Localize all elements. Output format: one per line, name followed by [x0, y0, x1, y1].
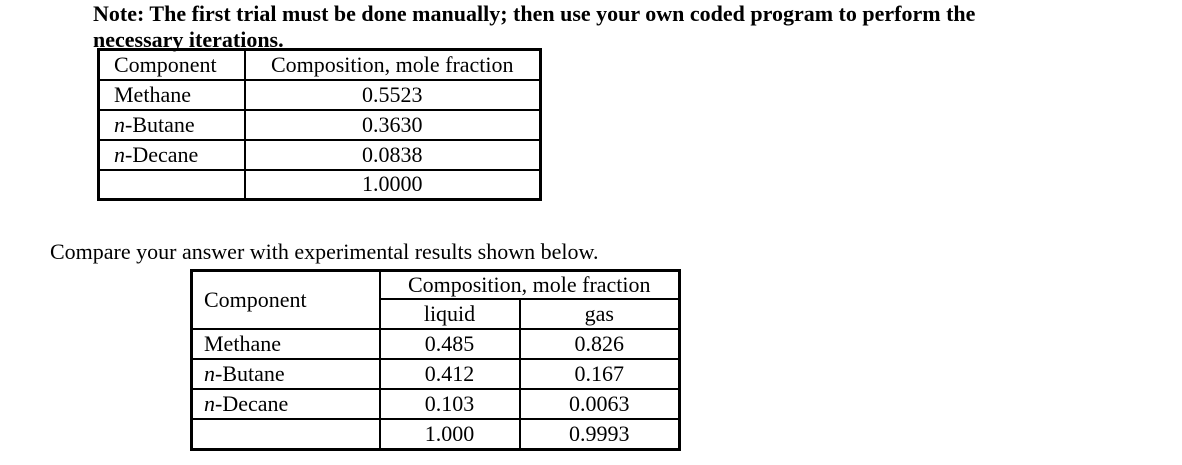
- liquid-fraction-cell: 0.485: [378, 328, 521, 360]
- liquid-fraction-cell: 0.103: [378, 388, 521, 420]
- table-row: n-Butane 0.3630: [97, 108, 542, 141]
- mole-fraction-cell: 0.0838: [243, 138, 542, 171]
- component-name-cell: n-Butane: [97, 108, 246, 141]
- gas-fraction-cell: 0.0063: [518, 388, 681, 420]
- component-name-cell: n-Decane: [97, 138, 246, 171]
- mole-fraction-cell: 0.3630: [243, 108, 542, 141]
- note-line-2: necessary iterations.: [93, 27, 284, 52]
- mole-fraction-cell: 0.5523: [243, 78, 542, 111]
- feed-composition-table: Component Composition, mole fraction Met…: [97, 48, 542, 201]
- feed-table-header: Component Composition, mole fraction: [97, 48, 542, 81]
- component-name-cell: [97, 168, 246, 201]
- table-row: Methane 0.5523: [97, 78, 542, 111]
- note-text: Note: The first trial must be done manua…: [93, 1, 975, 53]
- component-name-cell: n-Butane: [190, 358, 381, 390]
- compare-instruction-text: Compare your answer with experimental re…: [50, 239, 599, 264]
- component-name-cell: n-Decane: [190, 388, 381, 420]
- feed-header-component: Component: [97, 48, 246, 81]
- table-row: 1.0000: [97, 168, 542, 201]
- table-row: n-Decane 0.0838: [97, 138, 542, 171]
- gas-fraction-cell: 0.9993: [518, 418, 681, 450]
- liquid-fraction-cell: 0.412: [378, 358, 521, 390]
- liquid-fraction-cell: 1.000: [378, 418, 521, 450]
- experimental-header-row-2: liquid gas: [192, 298, 681, 330]
- experimental-table-body: Methane 0.485 0.826 n-Butane 0.412 0.167 n-Dec…: [190, 328, 681, 450]
- component-name-cell: Methane: [190, 328, 381, 360]
- table-row: n-Butane 0.412 0.167: [190, 358, 681, 390]
- component-name-cell: Methane: [97, 78, 246, 111]
- italic-prefix: n: [114, 141, 125, 167]
- gas-fraction-cell: 0.167: [518, 358, 681, 390]
- mole-fraction-cell: 1.0000: [243, 168, 542, 201]
- note-line-1: Note: The first trial must be done manua…: [93, 1, 976, 26]
- italic-prefix: n: [114, 111, 125, 137]
- component-name-cell: [190, 418, 381, 450]
- table-row: 1.000 0.9993: [190, 418, 681, 450]
- feed-table-body: Methane 0.5523 n-Butane 0.3630 n-Decane 0.083…: [97, 78, 542, 201]
- experimental-results-table: Component Composition, mole fraction liq…: [190, 269, 681, 451]
- experimental-header-row-1: Component Composition, mole fraction: [190, 269, 681, 330]
- table-row: n-Decane 0.103 0.0063: [190, 388, 681, 420]
- experimental-subheader-liquid: liquid: [378, 298, 521, 330]
- gas-fraction-cell: 0.826: [518, 328, 681, 360]
- italic-prefix: n: [204, 361, 215, 386]
- feed-table-header-row: Component Composition, mole fraction: [97, 48, 542, 81]
- table-row: Methane 0.485 0.826: [190, 328, 681, 360]
- experimental-header-component: Component: [190, 269, 381, 330]
- experimental-header-composition: Composition, mole fraction: [378, 269, 681, 300]
- experimental-subheader-gas: gas: [518, 298, 681, 330]
- italic-prefix: n: [204, 391, 215, 416]
- experimental-table-header: Component Composition, mole fraction liq…: [190, 269, 681, 330]
- feed-header-composition: Composition, mole fraction: [243, 48, 542, 81]
